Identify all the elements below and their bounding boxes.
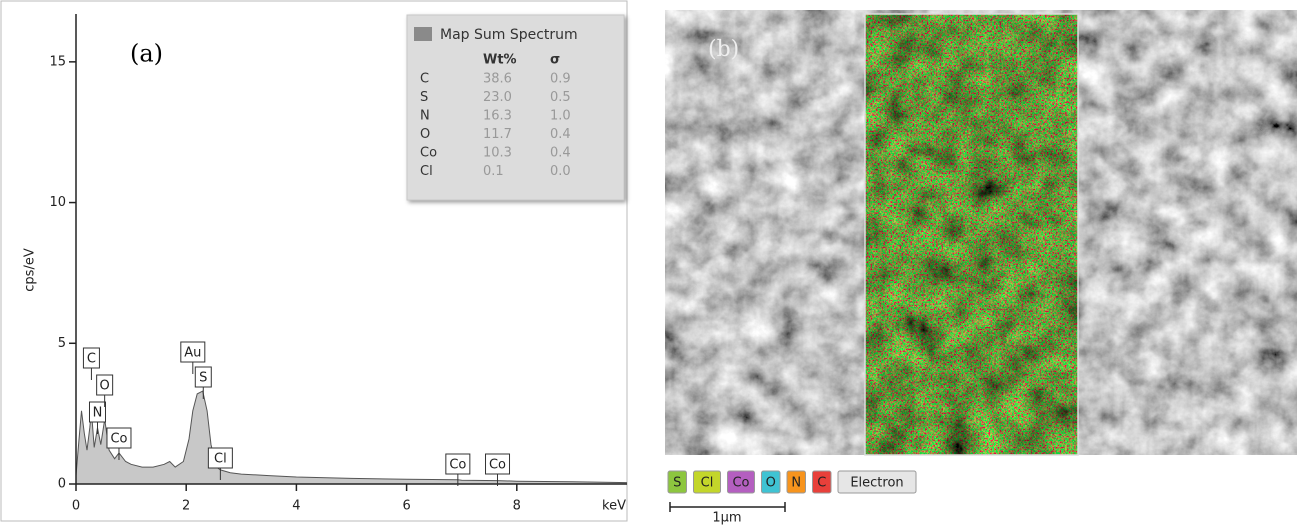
map-frame	[864, 13, 1079, 456]
spectrum-line	[75, 390, 628, 484]
element-key-label: Co	[732, 476, 749, 491]
x-tick-label: 8	[513, 499, 521, 514]
peak-label: Au	[184, 346, 201, 361]
legend-value: 38.6	[483, 72, 512, 87]
legend-element: S	[420, 90, 428, 105]
legend-element: O	[420, 127, 430, 142]
legend-value: 0.9	[550, 72, 571, 87]
legend-element: Co	[420, 146, 437, 161]
element-key-label: N	[791, 476, 801, 491]
area-fill	[76, 391, 627, 484]
element-key-label: C	[817, 476, 826, 491]
legend-value: 23.0	[483, 90, 512, 105]
legend-value: 0.1	[483, 164, 504, 179]
legend-swatch	[414, 27, 432, 41]
element-key-label: Electron	[850, 476, 903, 491]
x-tick-label: 6	[402, 499, 410, 514]
element-key	[837, 470, 917, 494]
legend-value: 0.4	[550, 127, 571, 142]
peak-label-box	[194, 366, 212, 388]
legend-title: Map Sum Spectrum	[440, 27, 578, 43]
legend-element: Cl	[420, 164, 433, 179]
element-key	[786, 470, 806, 494]
x-tick-label: 2	[182, 499, 190, 514]
peak-label-box	[445, 453, 471, 475]
legend-value: 0.4	[550, 146, 571, 161]
element-key	[693, 470, 721, 494]
y-tick-label: 10	[49, 195, 66, 210]
peak-label: Co	[489, 458, 506, 473]
legend-value: 1.0	[550, 109, 571, 124]
peak-label-box	[180, 341, 206, 363]
element-key-label: O	[766, 476, 776, 491]
y-axis-label: cps/eV	[23, 248, 38, 292]
peak-label: O	[100, 379, 110, 394]
peak-label-box	[88, 401, 106, 423]
panel-label: (b)	[708, 37, 739, 62]
element-key	[761, 470, 781, 494]
x-axis-label: keV	[602, 499, 626, 514]
element-key	[667, 470, 687, 494]
element-key-label: S	[673, 476, 681, 491]
peak-label: C	[87, 352, 96, 367]
legend-value: 10.3	[483, 146, 512, 161]
legend-value: 16.3	[483, 109, 512, 124]
peak-label-box	[106, 427, 132, 449]
panel-frame	[0, 0, 628, 522]
x-tick-label: 0	[72, 499, 80, 514]
y-tick-label: 5	[58, 336, 66, 351]
peak-label-box	[485, 453, 511, 475]
element-key	[727, 470, 755, 494]
peak-label: Cl	[214, 452, 227, 467]
peak-label: Co	[110, 432, 127, 447]
legend-value: 0.0	[550, 164, 571, 179]
x-tick-label: 4	[292, 499, 300, 514]
panel-label: (a)	[130, 40, 163, 68]
legend-element: C	[420, 72, 429, 87]
peak-label-box	[96, 374, 114, 396]
legend-value: 0.5	[550, 90, 571, 105]
element-key	[812, 470, 832, 494]
peak-label-box	[82, 347, 100, 369]
element-map	[865, 14, 1078, 455]
y-tick-label: 15	[49, 54, 66, 69]
legend-element: N	[420, 109, 430, 124]
y-tick-label: 0	[58, 477, 66, 492]
peak-label: N	[93, 406, 103, 421]
peak-label-box	[207, 447, 233, 469]
legend-value: 11.7	[483, 127, 512, 142]
scale-bar-label: 1µm	[712, 511, 741, 525]
legend-header: Wt%	[483, 53, 517, 68]
legend-box	[406, 14, 625, 201]
peak-label: S	[199, 371, 207, 386]
peak-label: Co	[449, 458, 466, 473]
element-key-label: Cl	[701, 476, 714, 491]
legend-header: σ	[550, 53, 560, 68]
